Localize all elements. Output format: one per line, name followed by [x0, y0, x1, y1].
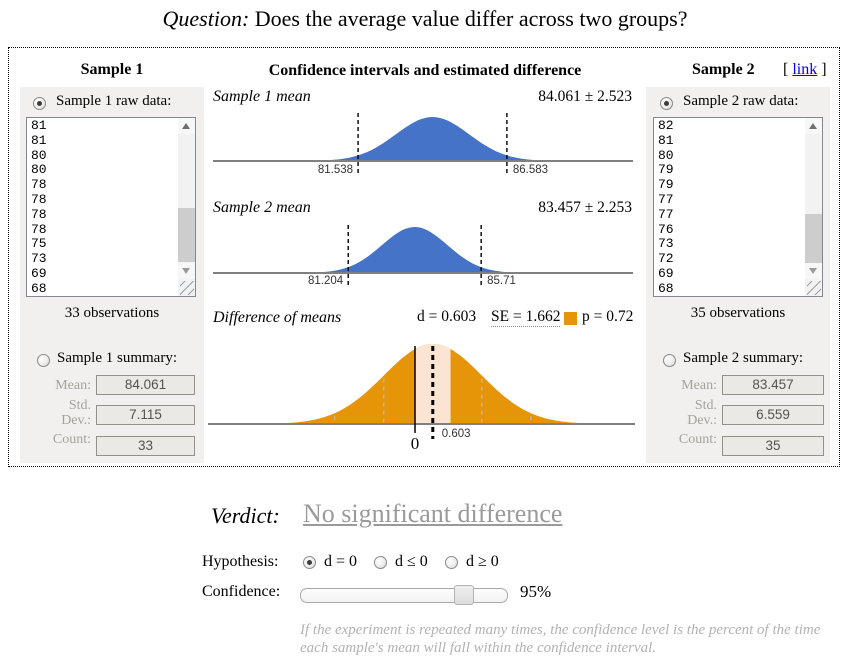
footnote-line1: If the experiment is repeated many times…	[300, 622, 821, 638]
arrow-up-icon	[182, 123, 190, 129]
sample2-count-label: Count:	[678, 432, 717, 447]
scrollbar-thumb[interactable]	[178, 208, 195, 262]
sample2-mean-chart	[205, 225, 645, 287]
sample1-count-input[interactable]: 33	[96, 436, 195, 456]
sample1-count-label: Count:	[52, 432, 91, 447]
arrow-up-icon	[809, 123, 817, 129]
sample1-raw-label: Sample 1 raw data:	[56, 93, 172, 109]
chart1-title: Sample 1 mean	[213, 88, 311, 105]
footnote: If the experiment is repeated many times…	[300, 621, 848, 657]
hypothesis-radio-lte[interactable]	[374, 556, 387, 569]
verdict-link[interactable]: No significant difference	[303, 499, 563, 528]
confidence-slider-thumb[interactable]	[454, 585, 474, 605]
chart1-ci-high-label: 86.583	[512, 164, 549, 176]
difference-se-value: SE = 1.662	[491, 308, 561, 327]
chart2-ci-low-label: 81.204	[308, 275, 344, 287]
hypothesis-radio-gte[interactable]	[445, 556, 458, 569]
difference-p-value: p = 0.72	[582, 308, 634, 325]
difference-se-wrap: SE = 1.662	[491, 308, 561, 327]
scroll-down-button[interactable]	[178, 263, 195, 279]
sample1-mean-label: Mean:	[55, 378, 91, 393]
arrow-down-icon	[809, 268, 817, 274]
sample1-summary-radio[interactable]	[37, 354, 50, 367]
sample2-std-input[interactable]: 6.559	[722, 405, 824, 425]
question-prefix: Question:	[162, 6, 250, 31]
sample2-header: Sample 2	[692, 61, 755, 78]
sample2-raw-data-textarea[interactable]: 82 81 80 79 79 77 77 76 73 72 69 68	[653, 117, 823, 297]
chart2-estimate: 83.457 ± 2.253	[538, 199, 632, 216]
sample1-summary-label: Sample 1 summary:	[57, 350, 177, 366]
resize-grip-icon[interactable]	[807, 281, 821, 295]
resize-grip-icon[interactable]	[180, 281, 194, 295]
hypothesis-option-gte: d ≥ 0	[466, 553, 499, 570]
scroll-up-button[interactable]	[805, 118, 822, 134]
question-text: Does the average value differ across two…	[254, 6, 688, 31]
std-label-line2: Dev.:	[61, 413, 91, 428]
sample2-scrollbar[interactable]	[805, 118, 822, 296]
sample1-raw-data-textarea[interactable]: 81 81 80 80 78 78 78 78 75 73 69 68	[26, 117, 196, 297]
chart1-estimate: 84.061 ± 2.523	[538, 88, 632, 105]
confidence-slider-track[interactable]	[300, 588, 508, 603]
chart3-d-label: 0.603	[441, 428, 471, 440]
hypothesis-radio-equal[interactable]	[303, 556, 316, 569]
sample2-summary-radio[interactable]	[663, 354, 676, 367]
hypothesis-label: Hypothesis:	[202, 553, 279, 570]
hypothesis-option-equal: d = 0	[324, 553, 358, 570]
std-label-line2: Dev.:	[687, 413, 717, 428]
confidence-value: 95%	[520, 582, 552, 601]
sample2-mean-label: Mean:	[681, 378, 717, 393]
sample2-raw-values[interactable]: 82 81 80 79 79 77 77 76 73 72 69 68	[658, 119, 674, 294]
sample1-mean-input[interactable]: 84.061	[96, 375, 195, 395]
link-bracket-open: [	[783, 61, 789, 78]
sample1-raw-values[interactable]: 81 81 80 80 78 78 78 78 75 73 69 68	[31, 119, 47, 294]
sample1-std-input[interactable]: 7.115	[96, 405, 195, 425]
verdict-label: Verdict:	[211, 503, 280, 528]
share-link[interactable]: link	[792, 61, 818, 78]
difference-d-value: d = 0.603	[417, 308, 477, 325]
scroll-up-button[interactable]	[178, 118, 195, 134]
scrollbar-thumb[interactable]	[805, 214, 822, 264]
sample2-raw-label: Sample 2 raw data:	[683, 93, 799, 109]
sample2-std-label: Std. Dev.:	[650, 398, 717, 428]
sample1-scrollbar[interactable]	[178, 118, 195, 296]
sample1-raw-radio[interactable]	[33, 97, 46, 110]
std-label-line1: Std.	[68, 398, 91, 413]
difference-chart	[205, 344, 645, 439]
center-header: Confidence intervals and estimated diffe…	[268, 62, 582, 79]
footnote-line2: each sample's mean will fall within the …	[300, 640, 657, 656]
sample1-std-label: Std. Dev.:	[24, 398, 91, 428]
sample1-observations: 33 observations	[64, 305, 160, 321]
sample2-summary-label: Sample 2 summary:	[683, 350, 803, 366]
link-bracket-close: ]	[821, 61, 827, 78]
sample2-observations: 35 observations	[690, 305, 786, 321]
chart2-ci-high-label: 85.71	[487, 275, 516, 287]
page-title: Question: Does the average value differ …	[0, 6, 850, 32]
link-wrap: [ link ]	[783, 61, 827, 79]
chart3-title: Difference of means	[213, 309, 342, 326]
confidence-label: Confidence:	[202, 583, 281, 600]
sample1-header: Sample 1	[80, 61, 144, 78]
chart3-zero-label: 0	[410, 434, 420, 453]
sample2-raw-radio[interactable]	[660, 97, 673, 110]
arrow-down-icon	[182, 268, 190, 274]
std-label-line1: Std.	[694, 398, 717, 413]
sample1-mean-chart	[205, 113, 645, 175]
chart2-title: Sample 2 mean	[213, 199, 311, 216]
hypothesis-option-lte: d ≤ 0	[395, 553, 428, 570]
scroll-down-button[interactable]	[805, 263, 822, 279]
p-legend-swatch	[564, 312, 577, 325]
chart1-ci-low-label: 81.538	[317, 164, 354, 176]
sample2-mean-input[interactable]: 83.457	[722, 375, 824, 395]
sample2-count-input[interactable]: 35	[722, 436, 824, 456]
